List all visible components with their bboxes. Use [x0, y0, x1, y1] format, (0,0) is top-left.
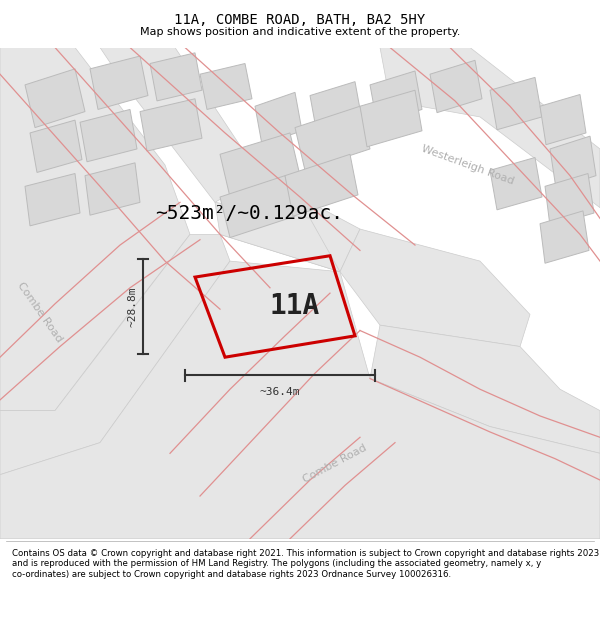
Polygon shape — [490, 78, 542, 130]
Polygon shape — [220, 133, 300, 197]
Polygon shape — [540, 94, 586, 144]
Polygon shape — [370, 325, 600, 453]
Polygon shape — [150, 53, 202, 101]
Text: Contains OS data © Crown copyright and database right 2021. This information is : Contains OS data © Crown copyright and d… — [12, 549, 599, 579]
Polygon shape — [285, 154, 358, 216]
Polygon shape — [0, 261, 600, 539]
Polygon shape — [215, 202, 340, 272]
Polygon shape — [0, 48, 190, 411]
Polygon shape — [85, 163, 140, 215]
Polygon shape — [200, 64, 252, 109]
Polygon shape — [140, 99, 202, 151]
Polygon shape — [100, 48, 260, 202]
Text: ~523m²/~0.129ac.: ~523m²/~0.129ac. — [155, 204, 343, 222]
Text: ~36.4m: ~36.4m — [260, 387, 300, 397]
Text: Westerleigh Road: Westerleigh Road — [421, 144, 515, 186]
Polygon shape — [340, 229, 530, 346]
Polygon shape — [370, 71, 422, 123]
Text: ~28.8m: ~28.8m — [128, 286, 138, 327]
Polygon shape — [540, 211, 589, 263]
Polygon shape — [220, 176, 360, 272]
Polygon shape — [255, 92, 302, 144]
Polygon shape — [380, 48, 600, 208]
Text: Combe Road: Combe Road — [301, 443, 368, 485]
Text: Combe Road: Combe Road — [16, 281, 64, 344]
Polygon shape — [360, 90, 422, 147]
Text: 11A, COMBE ROAD, BATH, BA2 5HY: 11A, COMBE ROAD, BATH, BA2 5HY — [175, 13, 425, 28]
Polygon shape — [90, 56, 148, 109]
Polygon shape — [25, 174, 80, 226]
Polygon shape — [220, 176, 295, 238]
Polygon shape — [490, 158, 542, 210]
Polygon shape — [295, 106, 370, 170]
Polygon shape — [80, 109, 137, 162]
Text: 11A: 11A — [270, 292, 320, 320]
Polygon shape — [30, 120, 82, 172]
Polygon shape — [550, 136, 596, 189]
Text: Map shows position and indicative extent of the property.: Map shows position and indicative extent… — [140, 27, 460, 37]
Polygon shape — [0, 234, 230, 474]
Polygon shape — [430, 61, 482, 112]
Polygon shape — [25, 69, 85, 128]
Polygon shape — [545, 174, 594, 226]
Polygon shape — [310, 82, 362, 134]
